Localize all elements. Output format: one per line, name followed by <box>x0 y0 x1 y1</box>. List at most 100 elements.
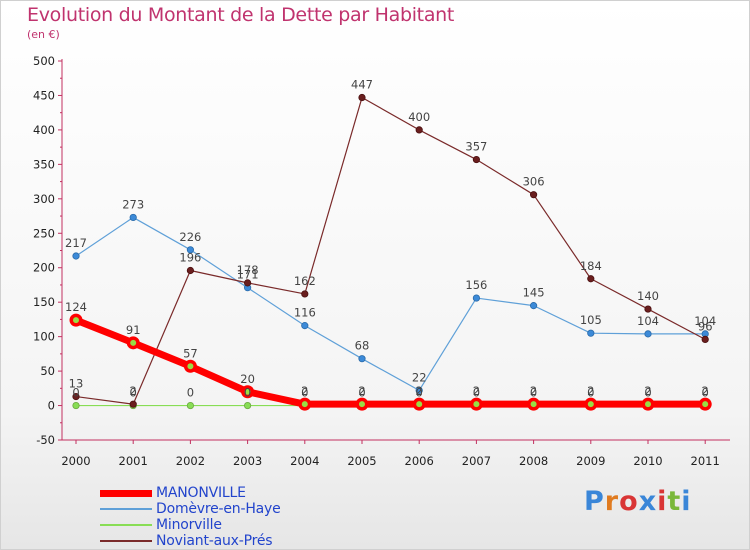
series-0-data-label: 91 <box>126 323 141 337</box>
series-2-point <box>186 401 194 410</box>
series-3-data-label: 306 <box>523 175 545 189</box>
series-0-data-label: 2 <box>358 384 365 398</box>
chart-subtitle: (en €) <box>27 28 60 41</box>
series-1-line <box>75 216 706 391</box>
series-0-point-inner <box>416 401 423 408</box>
series-1-data-label: 171 <box>237 268 259 282</box>
series-0-data-label: 2 <box>644 384 651 398</box>
series-3-point <box>301 290 309 298</box>
chart-legend: MANONVILLE Domèvre-en-Haye Minorville Novia… <box>100 485 281 549</box>
series-2-data-label: 0 <box>702 386 709 400</box>
series-2-data-label: 0 <box>72 386 79 400</box>
series-3-data-label: 196 <box>179 250 201 264</box>
legend-swatch <box>100 524 152 526</box>
series-3-data-label: 184 <box>580 259 602 273</box>
series-1-data-label: 217 <box>65 236 87 250</box>
series-0-data-label: 2 <box>530 384 537 398</box>
series-3-data-label: 357 <box>465 140 487 154</box>
y-tick-label: 50 <box>40 364 55 378</box>
series-0-line <box>72 316 709 408</box>
series-3-line <box>75 96 706 405</box>
logo-letter: r <box>604 486 620 517</box>
legend-item-3: Noviant-aux-Prés <box>100 533 281 549</box>
series-0-point-inner <box>301 401 308 408</box>
series-2-data-label: 0 <box>244 386 251 400</box>
series-0-data-label: 2 <box>702 384 709 398</box>
series-3-point <box>415 126 423 134</box>
legend-label: Minorville <box>156 517 222 533</box>
series-2-data-label: 0 <box>301 386 308 400</box>
logo-letter: i <box>681 486 692 517</box>
series-3-point <box>644 305 652 313</box>
series-3-data-label: 400 <box>408 110 430 124</box>
y-tick-label: 400 <box>33 123 55 137</box>
series-3-point <box>587 275 595 283</box>
series-1-point <box>529 302 538 310</box>
series-0-data-label: 57 <box>183 346 198 360</box>
x-tick-label: 2010 <box>633 454 662 468</box>
series-0-point-inner <box>645 401 651 408</box>
series-1-data-label: 145 <box>523 286 545 300</box>
logo-letter: i <box>657 486 668 517</box>
x-tick-label: 2001 <box>119 454 148 468</box>
series-0-data-label: 2 <box>301 384 308 398</box>
series-1-data-label: 226 <box>179 230 201 244</box>
series-0-point-inner <box>702 401 709 408</box>
series-0-point-inner <box>187 363 194 370</box>
series-1-point <box>186 246 194 254</box>
series-0-data-label: 2 <box>416 384 423 398</box>
x-tick-label: 2007 <box>462 454 491 468</box>
legend-label: Noviant-aux-Prés <box>156 533 273 549</box>
logo-letter: t <box>667 486 682 517</box>
series-0-point-inner <box>587 401 594 408</box>
legend-item-1: Domèvre-en-Haye <box>100 501 281 517</box>
y-tick-label: 300 <box>33 192 55 206</box>
series-2-data-label: 0 <box>530 386 537 400</box>
legend-swatch <box>100 489 152 497</box>
series-1-data-label: 116 <box>294 306 316 320</box>
legend-swatch <box>100 508 152 510</box>
series-3-data-label: 140 <box>637 289 659 303</box>
series-3-data-label: 96 <box>698 319 713 333</box>
series-2-point <box>244 401 252 410</box>
series-3-point <box>358 93 366 102</box>
x-tick-label: 2002 <box>176 454 205 468</box>
series-0-data-label: 124 <box>65 300 87 314</box>
legend-item-0: MANONVILLE <box>100 485 281 501</box>
series-1-data-label: 104 <box>694 314 716 328</box>
series-2-data-label: 0 <box>644 386 651 400</box>
y-tick-label: 500 <box>33 54 55 68</box>
series-1-point <box>472 294 480 302</box>
logo-letter: P <box>584 486 605 517</box>
series-0-point-inner <box>244 388 251 395</box>
y-tick-label: 350 <box>33 157 55 171</box>
series-0-data-label: 2 <box>587 384 594 398</box>
series-2-data-label: 0 <box>473 386 480 400</box>
proxiti-logo: Proxiti <box>584 486 692 517</box>
series-1-point <box>129 213 137 222</box>
legend-item-2: Minorville <box>100 517 281 533</box>
series-1-data-label: 22 <box>412 370 427 384</box>
series-3-point <box>701 335 709 343</box>
series-3-data-label: 2 <box>130 384 137 398</box>
y-tick-label: 200 <box>33 261 55 275</box>
series-2-data-label: 0 <box>416 386 423 400</box>
series-3-point <box>186 266 194 275</box>
x-tick-label: 2003 <box>233 454 262 468</box>
series-3-point <box>129 400 137 408</box>
series-2-data-label: 0 <box>187 386 194 400</box>
series-1-data-label: 156 <box>465 278 487 292</box>
series-1-point <box>587 329 595 337</box>
legend-swatch <box>100 540 152 542</box>
y-tick-label: 0 <box>48 399 55 413</box>
series-2-data-label: 0 <box>358 386 365 400</box>
legend-label: MANONVILLE <box>156 485 246 501</box>
logo-letter: o <box>619 486 639 517</box>
series-3-data-label: 447 <box>351 78 373 92</box>
series-0-point-inner <box>73 317 79 324</box>
legend-label: Domèvre-en-Haye <box>156 501 281 517</box>
series-0-point-inner <box>359 401 365 408</box>
y-tick-label: 100 <box>33 330 55 344</box>
series-1-data-label: 273 <box>122 197 144 211</box>
